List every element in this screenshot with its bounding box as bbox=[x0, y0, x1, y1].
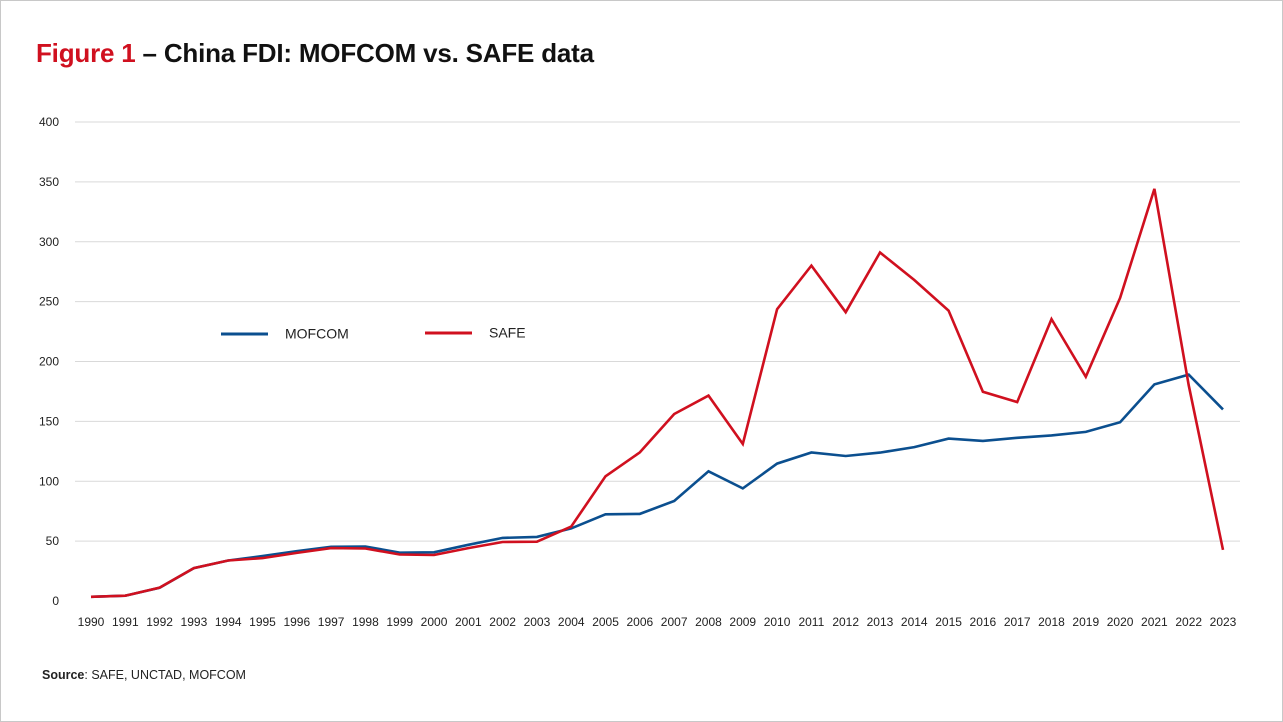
legend-label-mofcom: MOFCOM bbox=[285, 326, 349, 342]
x-tick-label: 2002 bbox=[489, 615, 516, 629]
x-tick-label: 2017 bbox=[1004, 615, 1031, 629]
x-tick-label: 2018 bbox=[1038, 615, 1065, 629]
x-tick-label: 1995 bbox=[249, 615, 276, 629]
legend-label-safe: SAFE bbox=[489, 325, 526, 341]
x-tick-label: 2006 bbox=[626, 615, 653, 629]
x-tick-label: 2010 bbox=[764, 615, 791, 629]
series-line-safe bbox=[90, 188, 1225, 599]
series-lines bbox=[90, 188, 1225, 599]
y-tick-label: 50 bbox=[46, 534, 60, 548]
x-tick-label: 2008 bbox=[695, 615, 722, 629]
x-tick-label: 2009 bbox=[729, 615, 756, 629]
source-label: Source bbox=[42, 668, 85, 682]
y-tick-label: 350 bbox=[39, 175, 59, 189]
x-tick-label: 2019 bbox=[1072, 615, 1099, 629]
gridlines bbox=[75, 121, 1240, 542]
figure-title-text: – China FDI: MOFCOM vs. SAFE data bbox=[135, 38, 595, 68]
x-tick-label: 2015 bbox=[935, 615, 962, 629]
x-tick-label: 2005 bbox=[592, 615, 619, 629]
x-tick-label: 2001 bbox=[455, 615, 482, 629]
x-tick-label: 1993 bbox=[181, 615, 208, 629]
x-tick-label: 2003 bbox=[524, 615, 551, 629]
x-tick-label: 2011 bbox=[798, 615, 824, 629]
source-note: Source: SAFE, UNCTAD, MOFCOM bbox=[42, 668, 246, 682]
x-tick-label: 2021 bbox=[1141, 615, 1168, 629]
x-tick-label: 1997 bbox=[318, 615, 345, 629]
x-tick-label: 1998 bbox=[352, 615, 379, 629]
x-tick-label: 1994 bbox=[215, 615, 242, 629]
y-tick-label: 100 bbox=[39, 474, 59, 488]
x-tick-label: 2013 bbox=[867, 615, 894, 629]
x-tick-label: 2012 bbox=[832, 615, 859, 629]
x-tick-label: 1999 bbox=[386, 615, 413, 629]
legend: MOFCOM SAFE bbox=[221, 325, 526, 342]
x-tick-label: 2022 bbox=[1175, 615, 1202, 629]
y-tick-label: 250 bbox=[39, 295, 59, 309]
y-tick-label: 300 bbox=[39, 235, 59, 249]
figure-number: Figure 1 bbox=[36, 38, 136, 68]
y-tick-label: 150 bbox=[39, 414, 59, 428]
x-tick-label: 2023 bbox=[1210, 615, 1237, 629]
x-tick-label: 1990 bbox=[78, 615, 105, 629]
x-tick-label: 1996 bbox=[283, 615, 310, 629]
x-tick-label: 2004 bbox=[558, 615, 585, 629]
x-tick-label: 2007 bbox=[661, 615, 688, 629]
series-line-mofcom bbox=[90, 373, 1224, 599]
y-tick-label: 200 bbox=[39, 355, 59, 369]
y-tick-label: 400 bbox=[39, 115, 59, 129]
y-axis-ticks: 0 50 100 150 200 250 300 350 400 bbox=[39, 115, 59, 608]
x-tick-label: 1991 bbox=[112, 615, 139, 629]
x-tick-label: 2016 bbox=[970, 615, 997, 629]
x-tick-label: 2014 bbox=[901, 615, 928, 629]
x-axis-ticks: 1990 1991 1992 1993 1994 1995 1996 1997 1998 1999… bbox=[78, 615, 1237, 629]
source-text: : SAFE, UNCTAD, MOFCOM bbox=[84, 668, 246, 682]
y-tick-label: 0 bbox=[52, 594, 59, 608]
x-tick-label: 2020 bbox=[1107, 615, 1134, 629]
figure-title: Figure 1 – China FDI: MOFCOM vs. SAFE da… bbox=[36, 38, 594, 69]
x-tick-label: 1992 bbox=[146, 615, 173, 629]
x-tick-label: 2000 bbox=[421, 615, 448, 629]
